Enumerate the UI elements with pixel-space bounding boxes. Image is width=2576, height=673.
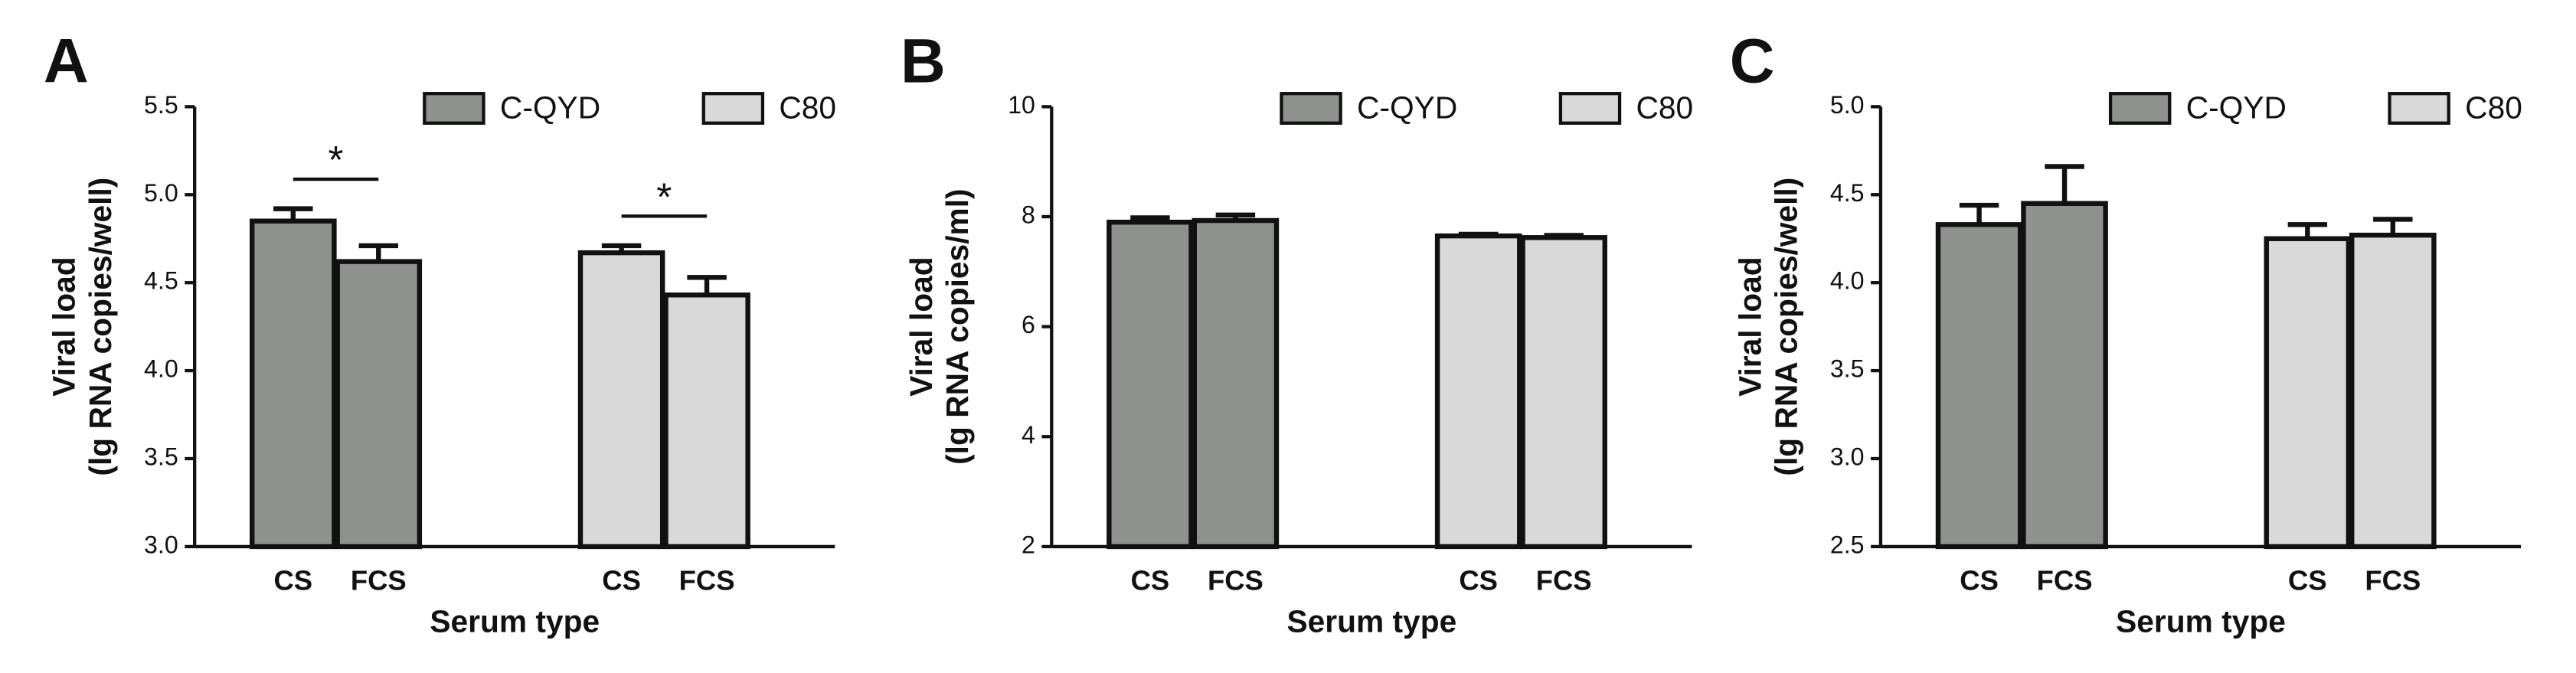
y-tick-label: 3.0 xyxy=(144,531,178,558)
x-axis-label: Serum type xyxy=(1286,603,1456,639)
bar xyxy=(1434,233,1522,550)
y-axis-label: Viral load xyxy=(47,256,82,397)
error-bar xyxy=(1130,215,1170,223)
error-bar xyxy=(601,243,642,253)
x-tick-label: CS xyxy=(2288,565,2327,596)
bar xyxy=(1935,222,2023,550)
y-tick-label: 2.5 xyxy=(1830,531,1865,558)
x-tick-label: FCS xyxy=(2037,565,2093,596)
x-tick-label: FCS xyxy=(679,565,735,596)
error-bar xyxy=(1959,202,1999,225)
y-tick-label: 4.5 xyxy=(1830,179,1865,207)
error-bar xyxy=(1458,231,1499,237)
panel-label: A xyxy=(44,26,89,96)
y-tick-label: 4.0 xyxy=(1830,267,1865,295)
x-axis-label: Serum type xyxy=(430,603,600,639)
bar xyxy=(1192,217,1280,550)
error-bar xyxy=(358,243,399,262)
bar xyxy=(2264,236,2352,550)
significance-label: * xyxy=(329,137,344,181)
y-axis-label: (lg RNA copies/well) xyxy=(1769,178,1804,476)
y-tick-label: 8 xyxy=(1022,201,1035,228)
x-axis-label: Serum type xyxy=(2116,603,2286,639)
x-tick-label: FCS xyxy=(1208,565,1263,596)
legend-label: C80 xyxy=(779,90,836,125)
error-bar xyxy=(1544,233,1584,238)
x-tick-label: CS xyxy=(1459,565,1498,596)
y-tick-label: 3.5 xyxy=(144,443,178,471)
x-tick-label: FCS xyxy=(2365,565,2421,596)
y-tick-label: 4.5 xyxy=(144,267,178,295)
legend-label: C-QYD xyxy=(2186,90,2287,125)
y-tick-label: 10 xyxy=(1008,91,1035,119)
y-axis-label: Viral load xyxy=(904,256,939,397)
legend-swatch xyxy=(2108,92,2172,125)
error-bar xyxy=(2045,164,2084,204)
bar xyxy=(249,218,337,550)
error-bar xyxy=(687,275,727,296)
legend-label: C-QYD xyxy=(500,90,600,125)
error-bar xyxy=(1215,212,1256,221)
panel-label: C xyxy=(1730,26,1775,96)
y-axis-label: Viral load xyxy=(1732,256,1767,397)
error-bar xyxy=(273,206,313,221)
y-tick-label: 5.0 xyxy=(144,179,178,207)
bar xyxy=(663,292,750,550)
y-tick-label: 5.5 xyxy=(144,91,178,119)
bar xyxy=(335,259,423,550)
legend-swatch xyxy=(2388,92,2450,125)
panel-label: B xyxy=(901,26,946,96)
x-tick-label: FCS xyxy=(351,565,407,596)
x-tick-label: FCS xyxy=(1536,565,1592,596)
y-tick-label: 4.0 xyxy=(144,355,178,383)
legend-label: C80 xyxy=(1636,90,1694,125)
x-tick-label: CS xyxy=(273,565,312,596)
bar xyxy=(1520,235,1607,550)
error-bar xyxy=(2287,222,2328,239)
y-tick-label: 3.0 xyxy=(1830,443,1865,471)
x-tick-label: CS xyxy=(1131,565,1170,596)
legend-swatch xyxy=(1280,92,1342,125)
legend-swatch xyxy=(423,92,485,125)
y-tick-label: 3.5 xyxy=(1830,355,1865,383)
bar xyxy=(2349,232,2437,550)
legend-label: C-QYD xyxy=(1357,90,1457,125)
bar xyxy=(2021,201,2108,550)
y-tick-label: 6 xyxy=(1022,311,1035,338)
y-axis-label: (lg RNA copies/well) xyxy=(83,178,118,476)
error-bar xyxy=(2373,217,2413,236)
bar xyxy=(577,250,665,550)
y-tick-label: 4 xyxy=(1022,421,1035,449)
y-tick-label: 2 xyxy=(1022,531,1035,558)
x-tick-label: CS xyxy=(1960,565,1999,596)
bar xyxy=(1107,219,1194,550)
y-tick-label: 5.0 xyxy=(1830,91,1865,119)
x-tick-label: CS xyxy=(602,565,641,596)
legend-label: C80 xyxy=(2465,90,2522,125)
legend-swatch xyxy=(701,92,765,125)
legend-swatch xyxy=(1558,92,1622,125)
y-axis-label: (lg RNA copies/ml) xyxy=(940,188,975,464)
significance-label: * xyxy=(656,174,672,218)
